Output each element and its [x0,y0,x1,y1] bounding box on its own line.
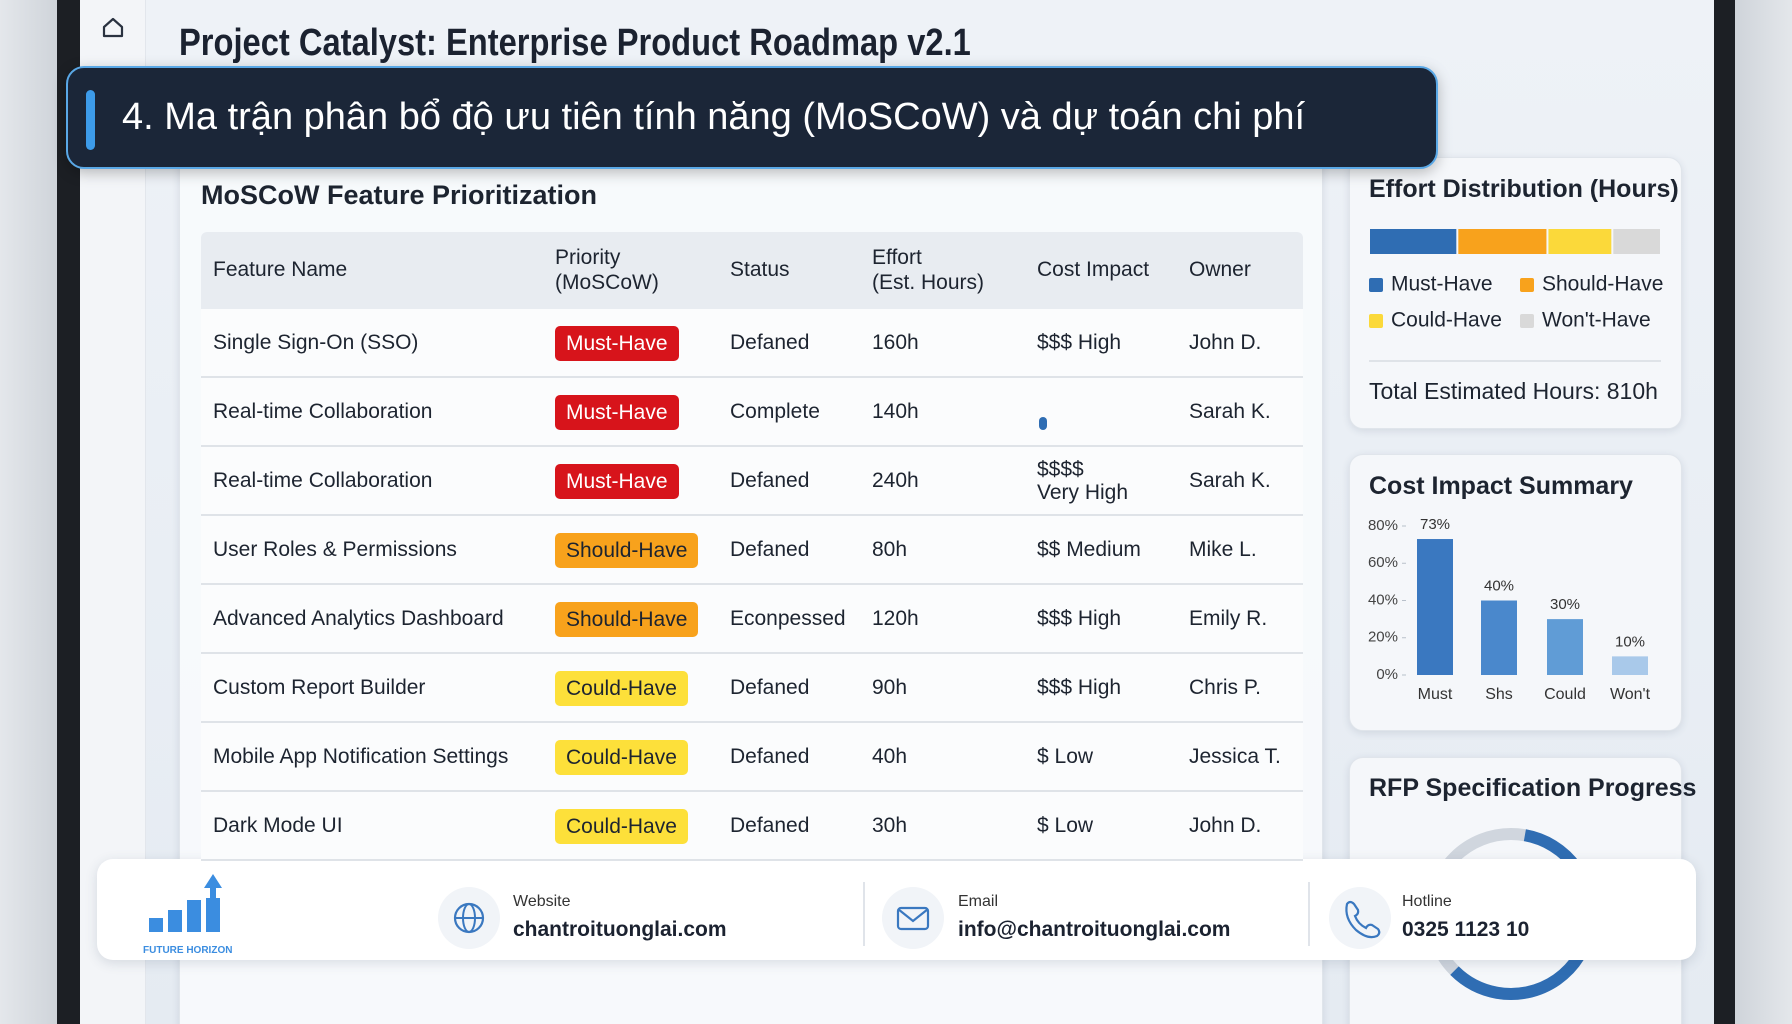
priority-badge: Could-Have [555,671,688,706]
banner-text: 4. Ma trận phân bổ độ ưu tiên tính năng … [122,96,1306,138]
contact-label: Email [958,893,999,910]
table-cell: Sarah K. [1189,400,1271,424]
column-header: Priority (MoSCoW) [555,246,659,294]
table-cell: $$$ High [1037,607,1122,631]
table-row [201,378,1303,447]
effort-card [1349,157,1682,429]
blur-left [0,0,57,1024]
priority-badge: Should-Have [555,533,699,568]
priority-badge: Could-Have [555,740,688,775]
table-cell: User Roles & Permissions [213,538,457,562]
banner [66,66,1438,169]
table-cell: Defaned [730,469,810,493]
priority-badge: Could-Have [555,809,688,844]
table-row [201,792,1303,861]
table-cell: Defaned [730,745,810,769]
priority-badge: Must-Have [555,326,679,361]
table-cell: 80h [872,538,908,562]
table-cell: Defaned [730,814,810,838]
table-cell: 140h [872,400,919,424]
table-row [201,723,1303,792]
table-cell: Sarah K. [1189,469,1271,493]
table-row [201,585,1303,654]
sidebar [80,0,146,1024]
cost-card [1349,454,1682,731]
table-cell: 40h [872,745,908,769]
table-cell: $$$ High [1037,331,1122,355]
effort-title: Effort Distribution (Hours) [1369,175,1679,203]
table-row [201,447,1303,516]
table-cell: Emily R. [1189,607,1268,631]
table-cell: Single Sign-On (SSO) [213,331,419,355]
table-cell: Defaned [730,676,810,700]
home-icon[interactable] [80,0,146,60]
table-cell: $ Low [1037,745,1094,769]
priority-badge: Should-Have [555,602,699,637]
priority-badge: Must-Have [555,464,679,499]
column-header: Status [730,258,790,282]
footer-brand: FUTURE HORIZON [143,945,233,956]
contact-value: 0325 1123 10 [1402,918,1530,941]
table-cell: Real-time Collaboration [213,400,433,424]
table-cell: John D. [1189,331,1262,355]
column-header: Feature Name [213,258,348,282]
table-row [201,654,1303,723]
column-header: Effort (Est. Hours) [872,246,985,294]
blur-right [1735,0,1792,1024]
column-header: Owner [1189,258,1251,282]
table-cell: $$ Medium [1037,538,1141,562]
table-header-bg [201,232,1303,309]
signal-icon [1037,392,1132,434]
table-cell: $ Low [1037,814,1094,838]
table-cell: Mike L. [1189,538,1257,562]
table-cell: Complete [730,400,820,424]
table-row [201,309,1303,378]
progress-title: RFP Specification Progress [1369,774,1697,802]
column-header: Cost Impact [1037,258,1150,282]
table-cell: Custom Report Builder [213,676,426,700]
table-cell: $$$ High [1037,676,1122,700]
contact-value: chantroituonglai.com [513,918,727,941]
contact-value: info@chantroituonglai.com [958,918,1231,941]
section-title: MoSCoW Feature Prioritization [201,180,598,210]
table-cell: John D. [1189,814,1262,838]
effort-total: Total Estimated Hours: 810h [1369,378,1658,404]
page-title: Project Catalyst: Enterprise Product Roa… [179,22,971,64]
table-cell: Real-time Collaboration [213,469,433,493]
table-cell: 160h [872,331,919,355]
table-cell: Chris P. [1189,676,1261,700]
table-cell: 240h [872,469,919,493]
contact-label: Hotline [1402,893,1452,910]
table-cell: 90h [872,676,908,700]
table-cell: $$$$ Very High [1037,458,1129,504]
table-cell: Mobile App Notification Settings [213,745,509,769]
divider [1369,360,1661,362]
table-cell: Advanced Analytics Dashboard [213,607,504,631]
priority-badge: Must-Have [555,395,679,430]
footer [97,859,1696,960]
table-cell: 30h [872,814,908,838]
banner-accent [86,90,95,150]
contact-label: Website [513,893,571,910]
table-row [201,516,1303,585]
table-cell: Jessica T. [1189,745,1281,769]
table-cell: Dark Mode UI [213,814,343,838]
table-cell: Defaned [730,538,810,562]
table-cell: 120h [872,607,919,631]
table-cell: Econpessed [730,607,846,631]
table-cell: Defaned [730,331,810,355]
cost-title: Cost Impact Summary [1369,472,1633,500]
